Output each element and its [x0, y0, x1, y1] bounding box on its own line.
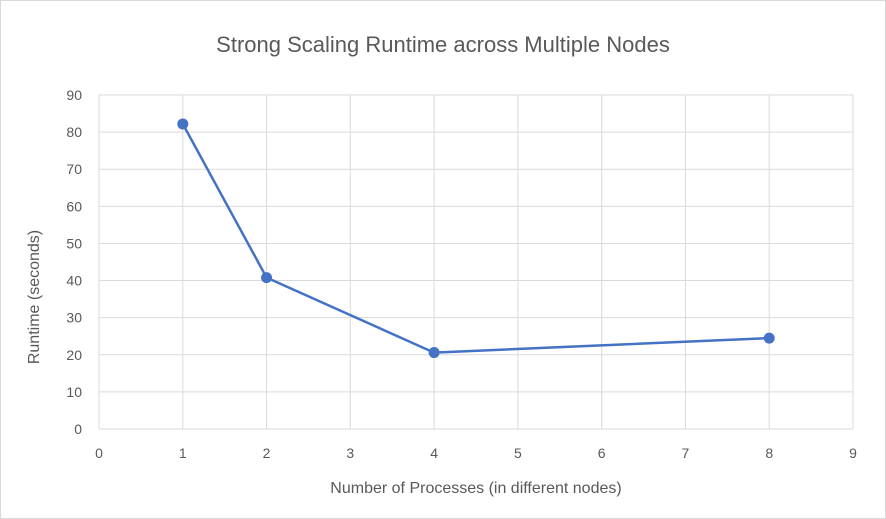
- x-tick-label: 2: [263, 445, 271, 461]
- y-axis-title: Runtime (seconds): [26, 229, 43, 365]
- series-line: [181, 123, 770, 354]
- y-tick-label: 80: [66, 124, 82, 140]
- x-axis-title: Number of Processes (in different nodes): [330, 480, 622, 497]
- data-point: [177, 118, 189, 130]
- y-tick-label: 10: [66, 384, 82, 400]
- x-tick-label: 3: [346, 445, 354, 461]
- y-tick-label: 50: [66, 235, 82, 251]
- x-tick-label: 1: [179, 445, 187, 461]
- data-point: [763, 332, 775, 344]
- data-point: [428, 347, 440, 359]
- x-tick-label: 5: [514, 445, 522, 461]
- x-tick-label: 7: [682, 445, 690, 461]
- y-tick-label: 70: [66, 161, 82, 177]
- y-tick-label: 90: [66, 87, 82, 103]
- x-tick-label: 9: [849, 445, 857, 461]
- chart-title: Strong Scaling Runtime across Multiple N…: [216, 32, 670, 57]
- y-tick-label: 40: [66, 273, 82, 289]
- x-tick-label: 0: [95, 445, 103, 461]
- y-tick-label: 30: [66, 310, 82, 326]
- data-point: [261, 272, 273, 284]
- x-tick-label: 8: [765, 445, 773, 461]
- y-tick-label: 60: [66, 198, 82, 214]
- x-tick-label: 4: [430, 445, 438, 461]
- y-tick-label: 0: [74, 421, 82, 437]
- y-tick-label: 20: [66, 347, 82, 363]
- x-tick-label: 6: [598, 445, 606, 461]
